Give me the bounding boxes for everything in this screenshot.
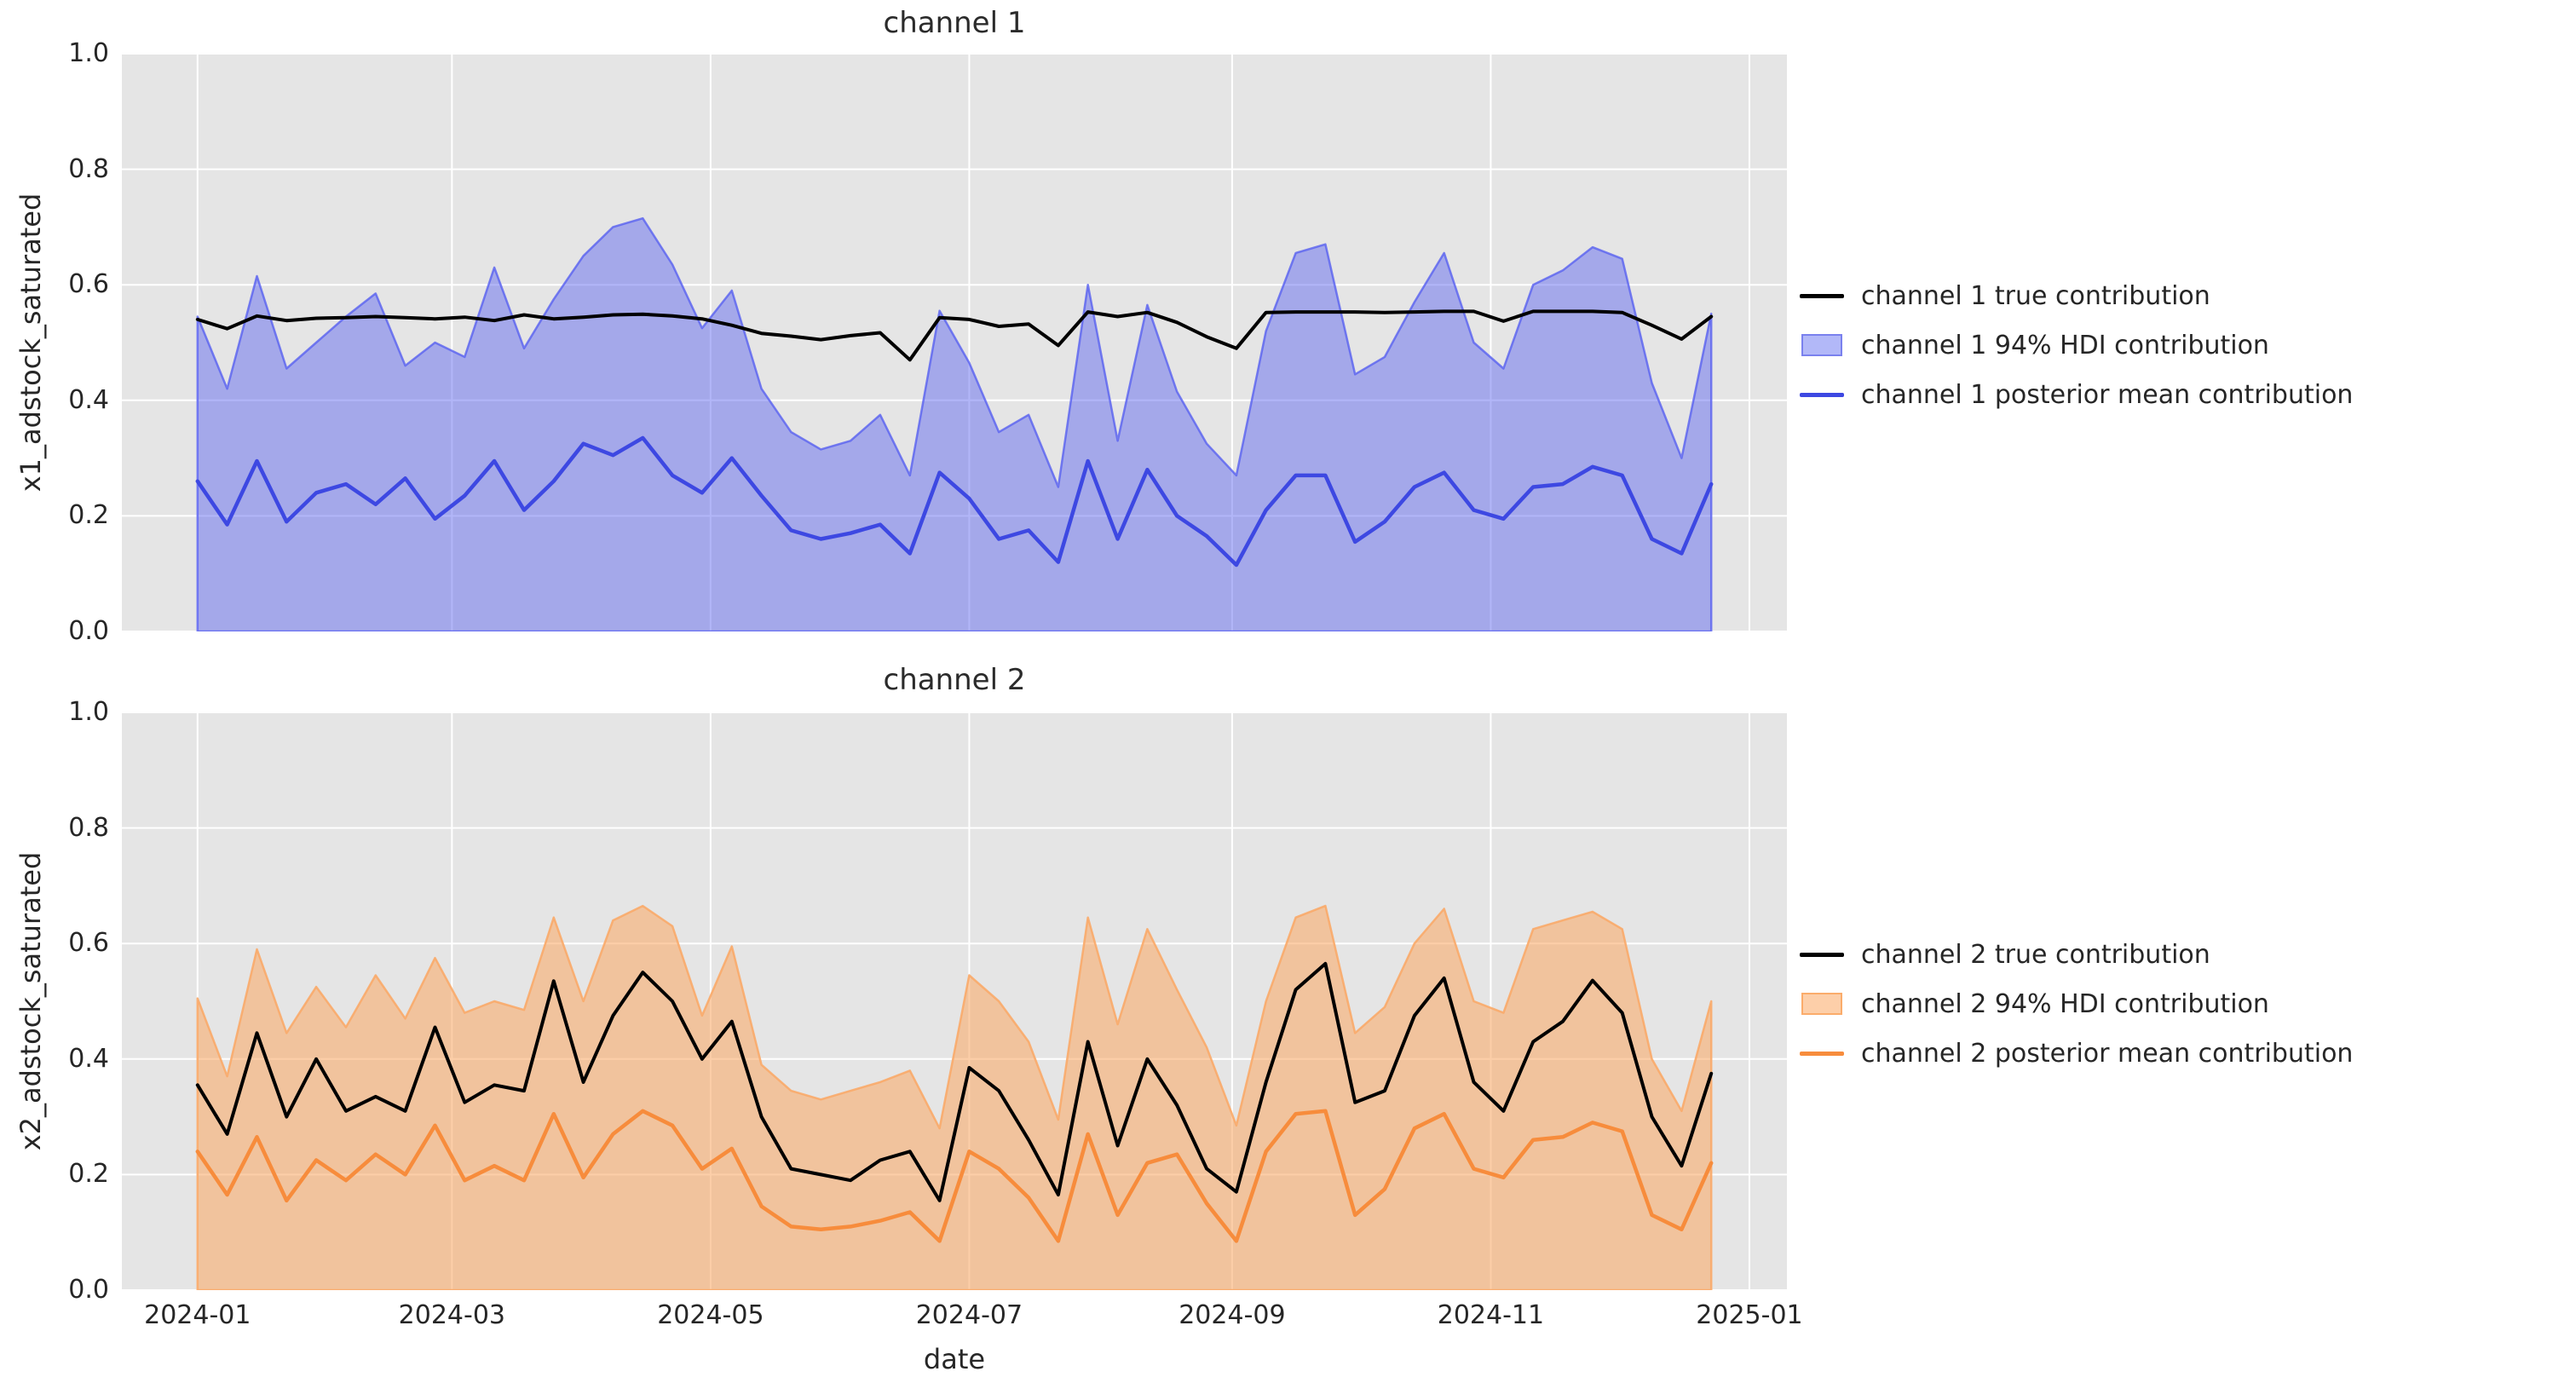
y-tick-label: 0.0 bbox=[68, 616, 109, 646]
y-tick-label: 0.6 bbox=[68, 928, 109, 959]
chart1-y-axis-label: x1_adstock_saturated bbox=[14, 193, 47, 493]
y-tick-label: 0.0 bbox=[68, 1275, 109, 1305]
true-contribution-line bbox=[195, 961, 1714, 1202]
x-tick-label: 2024-05 bbox=[657, 1300, 764, 1330]
chart2-title: channel 2 bbox=[883, 663, 1026, 697]
legend-row: channel 2 true contribution bbox=[1800, 930, 2353, 979]
legend-label: channel 2 true contribution bbox=[1861, 939, 2210, 970]
chart2-y-axis-label: x2_adstock_saturated bbox=[14, 851, 47, 1151]
y-tick-label: 0.2 bbox=[68, 500, 109, 531]
legend-label: channel 2 posterior mean contribution bbox=[1861, 1038, 2354, 1069]
x-axis-label: date bbox=[923, 1343, 986, 1375]
legend-line-swatch-icon bbox=[1800, 392, 1844, 397]
legend-line-swatch-icon bbox=[1800, 293, 1844, 298]
legend-row: channel 1 94% HDI contribution bbox=[1800, 320, 2353, 370]
legend-row: channel 2 94% HDI contribution bbox=[1800, 979, 2353, 1029]
y-tick-label: 0.8 bbox=[68, 153, 109, 184]
x-tick-label: 2024-09 bbox=[1179, 1300, 1286, 1330]
chart1-title: channel 1 bbox=[883, 6, 1026, 40]
chart2-plot-area bbox=[122, 712, 1787, 1290]
x-tick-label: 2025-01 bbox=[1696, 1300, 1803, 1330]
legend-row: channel 1 true contribution bbox=[1800, 271, 2353, 320]
y-tick-label: 0.6 bbox=[68, 269, 109, 300]
y-tick-label: 1.0 bbox=[68, 38, 109, 68]
chart2-legend: channel 2 true contribution channel 2 94%… bbox=[1800, 930, 2353, 1078]
hdi-band bbox=[196, 216, 1713, 631]
posterior-mean-line bbox=[195, 435, 1714, 568]
y-tick-label: 0.8 bbox=[68, 812, 109, 843]
legend-label: channel 1 posterior mean contribution bbox=[1861, 379, 2354, 410]
y-tick-label: 0.2 bbox=[68, 1159, 109, 1190]
legend-label: channel 2 94% HDI contribution bbox=[1861, 988, 2269, 1019]
legend-row: channel 2 posterior mean contribution bbox=[1800, 1029, 2353, 1078]
y-tick-label: 0.4 bbox=[68, 1043, 109, 1074]
y-tick-label: 0.4 bbox=[68, 384, 109, 415]
x-tick-label: 2024-03 bbox=[398, 1300, 506, 1330]
y-tick-label: 1.0 bbox=[68, 697, 109, 727]
true-contribution-line bbox=[195, 309, 1714, 362]
legend-label: channel 1 94% HDI contribution bbox=[1861, 330, 2269, 360]
legend-row: channel 1 posterior mean contribution bbox=[1800, 370, 2353, 419]
x-tick-label: 2024-07 bbox=[915, 1300, 1023, 1330]
legend-band-swatch-icon bbox=[1800, 993, 1844, 1015]
legend-band-swatch-icon bbox=[1800, 334, 1844, 356]
legend-line-swatch-icon bbox=[1800, 1051, 1844, 1056]
chart1-legend: channel 1 true contribution channel 1 94%… bbox=[1800, 271, 2353, 419]
legend-label: channel 1 true contribution bbox=[1861, 280, 2210, 311]
plot-backdrop bbox=[122, 54, 1787, 631]
chart1-plot-area bbox=[122, 54, 1787, 631]
posterior-mean-line bbox=[195, 1109, 1714, 1243]
x-tick-label: 2024-11 bbox=[1437, 1300, 1545, 1330]
x-tick-label: 2024-01 bbox=[144, 1300, 251, 1330]
legend-line-swatch-icon bbox=[1800, 952, 1844, 957]
